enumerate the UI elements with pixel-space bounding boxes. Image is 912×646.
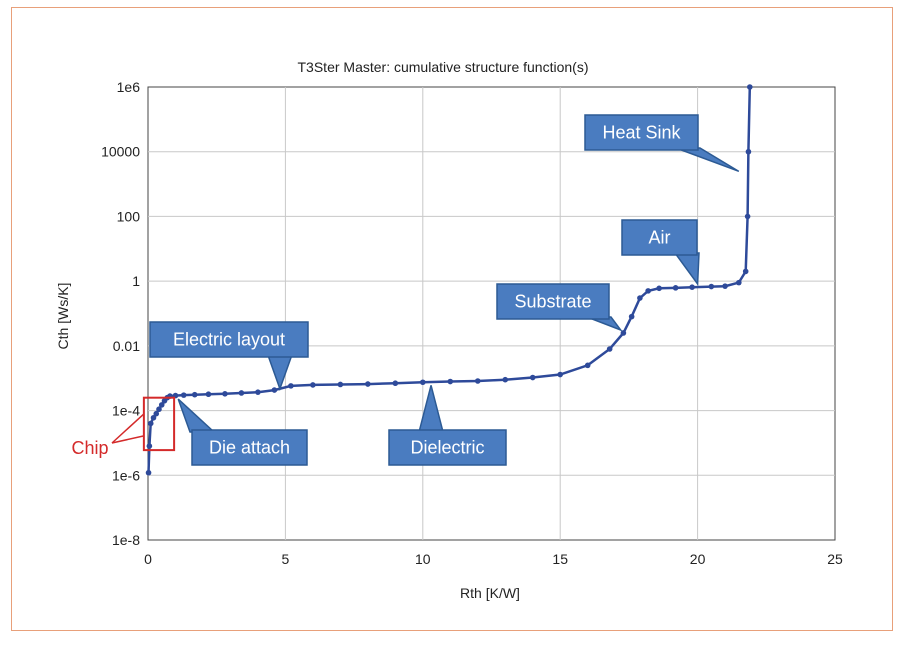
- callout-electric-layout: Electric layout: [149, 321, 309, 392]
- data-point: [255, 389, 261, 395]
- data-point: [153, 410, 160, 417]
- callout-air: Air: [621, 219, 700, 287]
- data-point: [392, 380, 399, 387]
- data-point: [620, 330, 627, 336]
- data-point: [722, 283, 728, 289]
- callout-box: [621, 219, 698, 256]
- data-point: [529, 374, 536, 381]
- data-point: [736, 279, 742, 286]
- callout-box: [388, 429, 507, 466]
- data-point: [742, 268, 749, 275]
- data-point: [744, 213, 751, 220]
- y-tick-label: 1e-4: [112, 403, 140, 419]
- annotations: Electric layout Die attach Dielectric Subst…: [71, 114, 740, 466]
- y-tick-label: 1e-6: [112, 467, 140, 483]
- callout-label: Die attach: [209, 438, 290, 458]
- data-point: [747, 84, 753, 90]
- y-tick-label: 10000: [101, 144, 140, 160]
- x-tick-label: 0: [144, 551, 152, 567]
- data-point: [672, 285, 679, 291]
- data-point: [158, 402, 165, 408]
- series: [145, 84, 753, 476]
- data-point: [205, 391, 212, 398]
- y-tick-label: 100: [117, 208, 141, 224]
- callout-die-attach: Die attach: [177, 398, 308, 466]
- callout-box: [496, 283, 610, 320]
- callout-label: Heat Sink: [602, 123, 681, 143]
- callout-substrate: Substrate: [496, 283, 623, 332]
- data-point: [150, 414, 157, 421]
- callout-label: Electric layout: [173, 330, 285, 350]
- data-point: [238, 390, 245, 396]
- data-point: [447, 378, 454, 385]
- data-point: [310, 382, 316, 388]
- chart-title: T3Ster Master: cumulative structure func…: [298, 59, 589, 75]
- callout-label: Substrate: [514, 292, 591, 312]
- callout-box: [191, 429, 308, 466]
- data-point: [708, 283, 715, 290]
- data-point: [191, 391, 198, 398]
- chip-label: Chip: [71, 438, 108, 458]
- y-axis-label: Cth [Ws/K]: [55, 283, 71, 350]
- data-point: [365, 381, 371, 387]
- y-tick-label: 1e-8: [112, 532, 140, 548]
- data-point: [656, 285, 662, 292]
- callout-label: Air: [649, 228, 671, 248]
- data-point: [502, 376, 509, 383]
- chip-leader-line: [111, 413, 145, 444]
- callout-dielectric: Dielectric: [388, 385, 507, 466]
- data-point: [337, 381, 344, 388]
- callout-label: Dielectric: [410, 438, 484, 458]
- data-point: [180, 392, 187, 398]
- data-point: [271, 387, 278, 393]
- data-point: [689, 284, 695, 290]
- y-tick-label: 0.01: [113, 338, 140, 354]
- x-tick-label: 25: [827, 551, 843, 567]
- y-tick-label: 1e6: [117, 79, 141, 95]
- data-point: [145, 469, 152, 476]
- y-ticks: 1e-8 1e-6 1e-4 0.01 1 100 10000 1e6: [101, 79, 140, 548]
- plot-area: [147, 86, 836, 541]
- callout-box: [584, 114, 699, 151]
- data-point: [147, 420, 154, 427]
- data-point: [146, 443, 153, 449]
- callout-heat-sink: Heat Sink: [584, 114, 740, 173]
- x-ticks: 0 5 10 15 20 25: [144, 551, 843, 567]
- data-point: [222, 390, 228, 397]
- data-point: [637, 295, 643, 301]
- data-point: [745, 148, 752, 155]
- x-tick-label: 15: [552, 551, 568, 567]
- x-tick-label: 10: [415, 551, 431, 567]
- data-point: [584, 362, 591, 369]
- x-axis-label: Rth [K/W]: [460, 585, 520, 601]
- callout-box: [149, 321, 309, 358]
- y-tick-label: 1: [132, 273, 140, 289]
- data-point: [288, 383, 294, 389]
- data-point: [474, 378, 481, 384]
- data-point: [645, 288, 651, 294]
- data-point: [557, 371, 563, 378]
- data-point: [628, 313, 635, 320]
- figure-frame: [11, 7, 893, 631]
- data-point: [156, 406, 162, 413]
- data-point: [420, 379, 426, 386]
- chip-highlight-box: [142, 396, 176, 452]
- x-tick-label: 20: [690, 551, 706, 567]
- x-tick-label: 5: [282, 551, 290, 567]
- chip-leader-line: [111, 435, 145, 444]
- data-point: [606, 346, 613, 352]
